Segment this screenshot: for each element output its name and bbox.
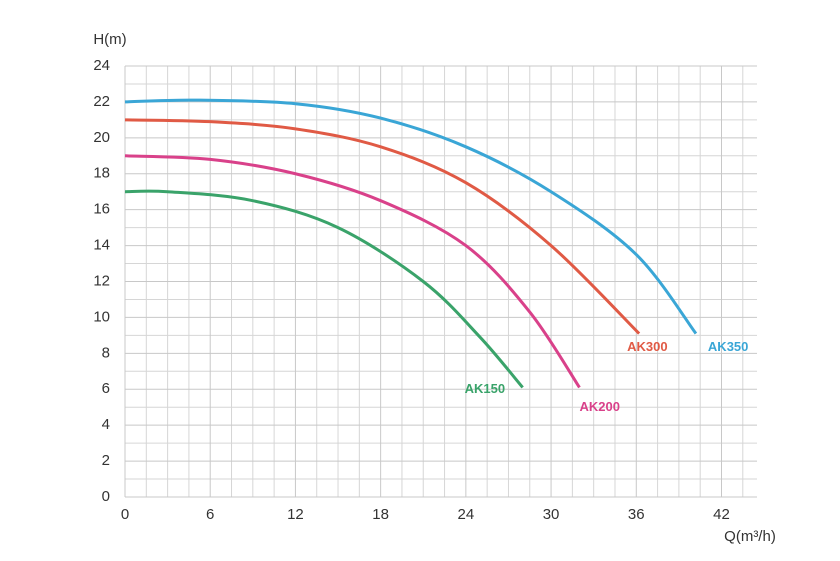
y-tick-label: 16 (93, 201, 110, 218)
y-tick-label: 0 (102, 488, 110, 505)
curve (124, 154, 581, 389)
x-tick-label: 30 (543, 506, 560, 523)
series-label: AK300 (627, 339, 667, 354)
y-tick-label: 20 (93, 129, 110, 146)
y-tick-label: 10 (93, 308, 110, 325)
x-axis-label: Q(m³/h) (724, 528, 776, 545)
y-tick-label: 18 (93, 165, 110, 182)
series-label: AK150 (465, 381, 505, 396)
y-tick-label: 8 (102, 344, 110, 361)
y-tick-label: 2 (102, 452, 110, 469)
curve (124, 98, 698, 335)
x-tick-label: 18 (372, 506, 389, 523)
y-tick-label: 24 (93, 57, 110, 74)
x-tick-label: 0 (121, 506, 129, 523)
curve (124, 118, 641, 335)
y-tick-label: 6 (102, 380, 110, 397)
x-tick-label: 36 (628, 506, 645, 523)
x-tick-label: 42 (713, 506, 730, 523)
x-tick-label: 24 (458, 506, 475, 523)
y-axis-label: H(m) (93, 31, 126, 48)
y-tick-label: 14 (93, 237, 110, 254)
y-tick-label: 4 (102, 416, 110, 433)
y-tick-label: 12 (93, 272, 110, 289)
series-label: AK200 (579, 399, 619, 414)
series-label: AK350 (708, 339, 748, 354)
x-tick-label: 6 (206, 506, 214, 523)
y-tick-label: 22 (93, 93, 110, 110)
curve (124, 189, 524, 389)
x-tick-label: 12 (287, 506, 304, 523)
